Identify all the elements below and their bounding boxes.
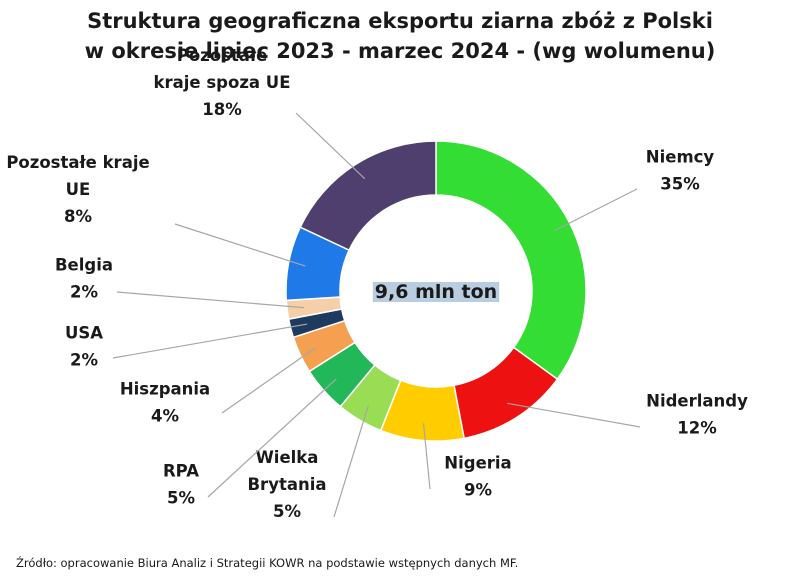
center-label-highlight <box>372 282 500 302</box>
donut-slice-1 <box>435 140 587 381</box>
leader-line-5 <box>207 378 337 498</box>
chart-title-line-1: Struktura geograficzna eksportu ziarna z… <box>87 9 713 33</box>
slice-label-6: Hiszpania 4% <box>120 380 210 426</box>
leader-line-9 <box>174 223 306 267</box>
chart-title-line-2: w okresie lipiec 2023 - marzec 2024 - (w… <box>84 39 716 63</box>
leader-line-6 <box>221 347 317 414</box>
chart-title: Struktura geograficzna eksportu ziarna z… <box>0 6 800 66</box>
leader-line-8 <box>116 291 305 309</box>
leader-line-10 <box>295 112 366 180</box>
leader-line-4 <box>333 405 369 518</box>
slice-label-4: Wielka Brytania 5% <box>247 448 326 521</box>
leader-line-2 <box>507 402 641 428</box>
leader-line-3 <box>422 423 431 490</box>
leader-line-1 <box>554 188 638 232</box>
slice-label-5: RPA 5% <box>163 462 199 508</box>
leader-line-7 <box>112 323 308 359</box>
slice-label-2: Niderlandy 12% <box>646 392 748 438</box>
slice-label-7: USA 2% <box>65 324 103 370</box>
slice-label-1: Niemcy 35% <box>646 148 715 194</box>
center-label: 9,6 mln ton <box>375 281 497 303</box>
slice-label-3: Nigeria 9% <box>444 454 511 500</box>
source-note: Źródło: opracowanie Biura Analiz i Strat… <box>16 556 519 570</box>
donut-slice-10 <box>299 140 437 252</box>
slice-label-10: Pozostałe kraje spoza UE 18% <box>154 46 291 119</box>
slice-label-9: Pozostałe kraje UE 8% <box>6 153 149 226</box>
slice-label-8: Belgia 2% <box>55 256 113 302</box>
